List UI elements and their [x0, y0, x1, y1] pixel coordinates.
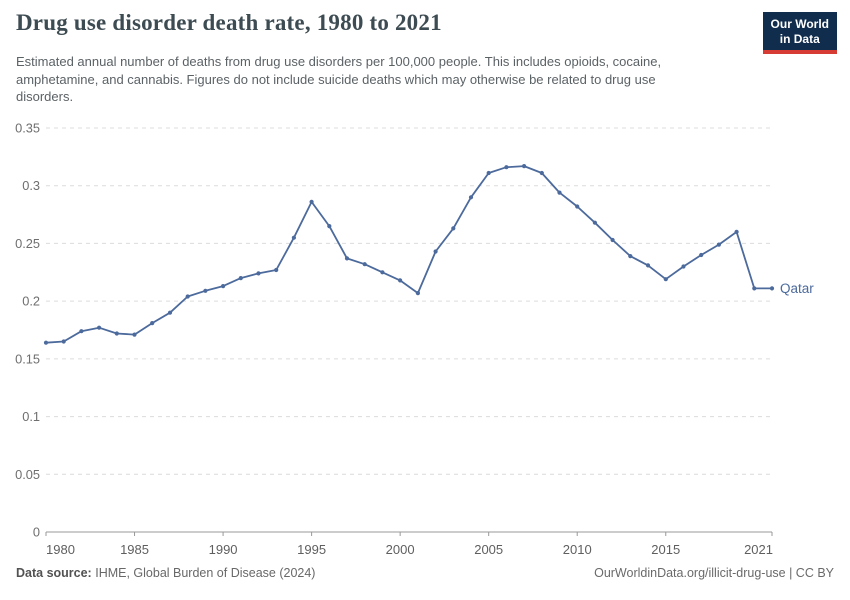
attribution-link[interactable]: OurWorldinData.org/illicit-drug-use | CC… — [594, 566, 834, 580]
data-point — [734, 229, 739, 234]
chart-footer: Data source: IHME, Global Burden of Dise… — [16, 566, 834, 580]
y-tick-label: 0.2 — [22, 294, 40, 309]
owid-logo[interactable]: Our World in Data — [762, 12, 837, 54]
data-point — [681, 264, 686, 269]
data-point — [486, 170, 491, 176]
data-source: Data source: IHME, Global Burden of Dise… — [16, 566, 315, 580]
data-source-label: Data source: — [16, 566, 92, 580]
x-tick-label: 2005 — [474, 542, 503, 557]
y-tick-label: 0.3 — [22, 178, 40, 193]
data-point — [61, 339, 66, 344]
y-tick-label: 0.1 — [22, 409, 40, 424]
data-point — [663, 277, 668, 282]
x-tick-label: 1990 — [209, 542, 238, 557]
data-point — [167, 310, 173, 315]
y-tick-label: 0.35 — [15, 121, 40, 136]
data-point — [610, 237, 615, 243]
data-point — [592, 220, 598, 225]
data-point — [97, 325, 102, 330]
page-title: Drug use disorder death rate, 1980 to 20… — [16, 10, 442, 35]
x-axis: 1980 1985 1990 1995 2000 2005 2010 2015 2021 — [45, 531, 773, 557]
owid-logo-line1: Our World — [770, 17, 829, 31]
chart-subtitle: Estimated annual number of deaths from d… — [16, 54, 662, 104]
data-point — [79, 329, 84, 334]
data-source-value: IHME, Global Burden of Disease (2024) — [95, 566, 316, 580]
data-point — [575, 204, 580, 209]
data-point — [114, 331, 119, 336]
data-point — [699, 252, 704, 258]
x-tick-label: 1995 — [297, 542, 326, 557]
data-point — [716, 242, 722, 247]
data-point — [132, 332, 137, 337]
y-gridlines — [46, 127, 772, 475]
data-point — [362, 262, 367, 267]
data-point — [221, 284, 226, 289]
y-tick-label: 0.05 — [15, 467, 40, 482]
owid-logo-line2: in Data — [779, 31, 820, 46]
series-line — [45, 165, 773, 344]
x-tick-label: 1980 — [46, 542, 75, 557]
data-point — [433, 249, 438, 254]
data-point — [415, 291, 420, 296]
data-point — [451, 226, 456, 231]
data-point — [309, 199, 314, 204]
data-point — [327, 224, 332, 229]
data-point — [238, 276, 243, 281]
x-tick-label: 2021 — [744, 542, 773, 557]
data-point — [522, 164, 527, 169]
data-point — [256, 271, 261, 276]
x-tick-label: 1985 — [120, 542, 149, 557]
y-tick-label: 0 — [33, 525, 40, 540]
data-point — [769, 286, 775, 291]
data-point — [398, 278, 403, 283]
data-point — [274, 267, 279, 273]
data-point — [752, 286, 757, 291]
y-axis-labels: 0 0.05 0.1 0.15 0.2 0.25 0.3 0.35 — [15, 121, 40, 540]
x-tick-label: 2015 — [651, 542, 680, 557]
data-point — [557, 190, 562, 195]
data-point — [539, 170, 544, 176]
data-point — [468, 195, 474, 200]
data-point — [150, 321, 155, 326]
data-point — [628, 254, 633, 259]
data-point — [185, 294, 190, 299]
data-point — [291, 235, 296, 240]
x-tick-label: 2010 — [563, 542, 592, 557]
data-point — [344, 256, 350, 261]
y-tick-label: 0.25 — [15, 236, 40, 251]
data-point — [43, 340, 49, 345]
data-point — [203, 288, 208, 293]
y-tick-label: 0.15 — [15, 351, 40, 366]
data-point — [380, 270, 385, 275]
data-point — [645, 263, 651, 268]
series-end-label[interactable]: Qatar — [780, 281, 814, 296]
data-point — [504, 165, 509, 170]
series-qatar: Qatar — [43, 164, 814, 345]
x-tick-label: 2000 — [386, 542, 415, 557]
